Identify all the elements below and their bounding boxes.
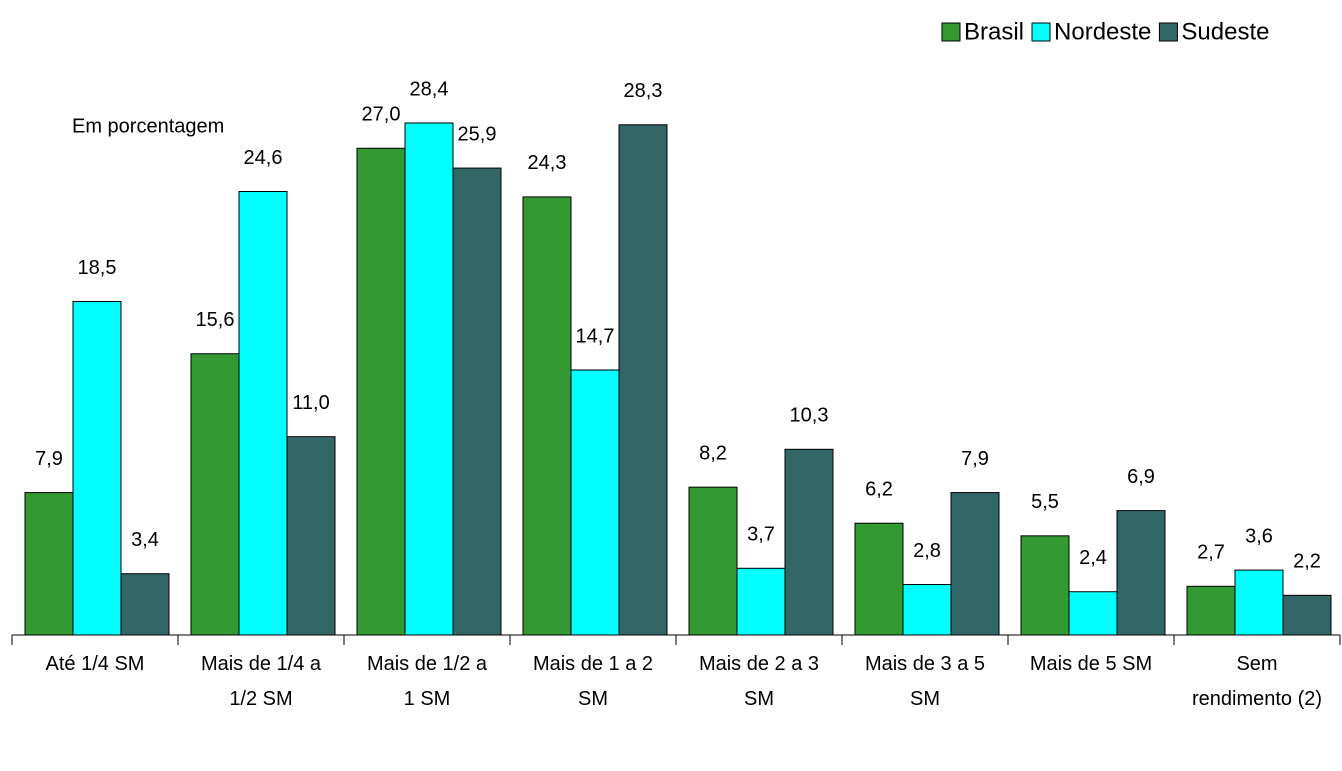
- data-label: 24,3: [528, 152, 567, 174]
- bar: [1020, 535, 1070, 636]
- data-label: 7,9: [35, 448, 63, 470]
- x-tick-label: Mais de 3 a 5 SM: [864, 653, 986, 710]
- x-tick-label: Até 1/4 SM: [45, 653, 145, 675]
- data-label: 24,6: [244, 147, 283, 169]
- bar: [404, 122, 454, 636]
- bar: [1282, 594, 1332, 636]
- x-tick-label: Sem rendimento (2): [1191, 653, 1323, 710]
- legend-label: Sudeste: [1181, 18, 1269, 45]
- data-label: 27,0: [362, 104, 401, 126]
- bar: [950, 492, 1000, 636]
- data-label: 2,4: [1079, 547, 1107, 569]
- data-label: 7,9: [961, 448, 989, 470]
- data-label: 25,9: [458, 123, 497, 145]
- bar: [902, 584, 952, 636]
- bar: [24, 492, 74, 636]
- bar: [120, 573, 170, 636]
- legend-label: Nordeste: [1054, 18, 1151, 45]
- data-label: 14,7: [576, 325, 615, 347]
- bar: [854, 522, 904, 636]
- data-label: 2,2: [1293, 551, 1321, 573]
- bar: [570, 369, 620, 636]
- annotation: Em porcentagem: [72, 115, 224, 137]
- bar: [736, 567, 786, 636]
- data-label: 6,2: [865, 479, 893, 501]
- bar: [1234, 569, 1284, 636]
- bar: [190, 353, 240, 636]
- data-label: 2,8: [913, 540, 941, 562]
- x-tick-label: Mais de 1 a 2 SM: [532, 653, 654, 710]
- x-tick-label: Mais de 1/4 a 1/2 SM: [200, 653, 322, 710]
- data-label: 28,4: [410, 78, 449, 100]
- bar: [452, 167, 502, 636]
- data-label: 11,0: [292, 392, 329, 414]
- data-label: 5,5: [1031, 491, 1059, 513]
- data-label: 15,6: [196, 309, 235, 331]
- data-label: 18,5: [78, 257, 117, 279]
- data-label: 10,3: [790, 405, 829, 427]
- x-tick-label: Mais de 1/2 a 1 SM: [366, 653, 488, 710]
- legend-swatch: [1031, 22, 1051, 42]
- data-label: 2,7: [1197, 542, 1225, 564]
- bar: [1068, 591, 1118, 636]
- bar: [1186, 585, 1236, 636]
- data-label: 28,3: [624, 80, 663, 102]
- data-label: 3,7: [747, 524, 775, 546]
- bar: [784, 448, 834, 636]
- bar: [522, 196, 572, 636]
- data-label: 6,9: [1127, 466, 1155, 488]
- legend-swatch: [941, 22, 961, 42]
- data-label: 3,6: [1245, 525, 1273, 547]
- legend-label: Brasil: [964, 18, 1024, 45]
- bar: [238, 190, 288, 636]
- bar: [618, 124, 668, 636]
- x-tick-label: Mais de 5 SM: [1029, 653, 1153, 675]
- data-label: 8,2: [699, 442, 727, 464]
- bar: [1116, 510, 1166, 636]
- legend-swatch: [1158, 22, 1178, 42]
- data-label: 3,4: [131, 529, 159, 551]
- bar: [688, 486, 738, 636]
- x-tick-label: Mais de 2 a 3 SM: [698, 653, 820, 710]
- bar: [286, 436, 336, 636]
- bar: [356, 147, 406, 636]
- bar: [72, 300, 122, 636]
